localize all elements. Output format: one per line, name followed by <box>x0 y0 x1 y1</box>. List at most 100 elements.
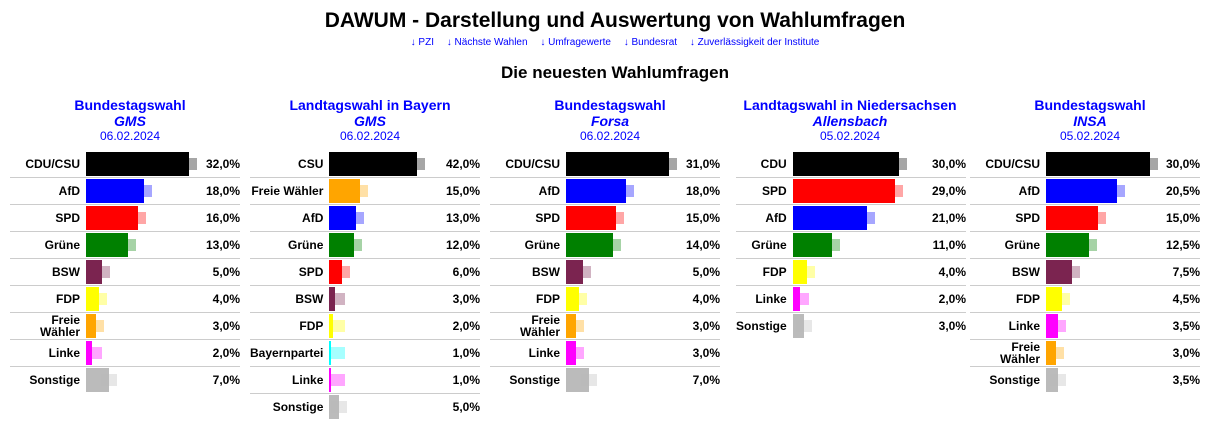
poll-institute[interactable]: INSA <box>1073 113 1107 129</box>
poll-election-title[interactable]: Bundestagswahl <box>74 97 186 113</box>
poll-row: Linke 2,0% <box>736 285 966 313</box>
party-value: 14,0% <box>677 231 720 259</box>
party-bar <box>329 179 361 203</box>
party-value: 15,0% <box>425 177 480 205</box>
poll-institute[interactable]: Allensbach <box>812 113 888 129</box>
party-value: 42,0% <box>425 151 480 178</box>
party-label: SPD <box>250 258 330 286</box>
previous-poll-marker <box>1109 185 1125 197</box>
previous-poll-marker <box>798 266 815 278</box>
previous-poll-marker <box>886 185 903 197</box>
party-value: 5,0% <box>197 258 240 286</box>
poll-date: 06.02.2024 <box>99 129 161 143</box>
poll-election-title[interactable]: Landtagswahl in Bayern <box>289 97 451 113</box>
poll-row: BSW 3,0% <box>250 285 480 313</box>
party-bar <box>566 287 579 311</box>
party-bar <box>86 314 96 338</box>
party-value: 13,0% <box>197 231 240 259</box>
party-value: 12,5% <box>1158 231 1200 259</box>
nav-link-naechste-wahlen[interactable]: ↓ Nächste Wahlen <box>446 37 528 48</box>
previous-poll-marker <box>329 374 346 386</box>
party-bar <box>329 395 340 419</box>
party-label: BSW <box>970 258 1046 286</box>
nav-link-zuverlaessigkeit[interactable]: ↓ Zuverlässigkeit der Institute <box>689 37 820 48</box>
poll-institute[interactable]: GMS <box>354 113 386 129</box>
party-value: 3,5% <box>1172 373 1200 387</box>
party-label: SPD <box>10 204 86 232</box>
party-label: FDP <box>490 285 566 313</box>
poll-row: FDP 4,0% <box>10 285 240 313</box>
poll-election-title[interactable]: Bundestagswahl <box>554 97 666 113</box>
poll-panels: Bundestagswahl GMS 06.02.2024 CDU/CSU 32… <box>10 97 1210 420</box>
party-bar <box>329 260 343 284</box>
party-bar <box>329 206 357 230</box>
party-value: 3,0% <box>677 312 720 340</box>
party-value: 3,5% <box>1158 312 1200 340</box>
previous-poll-marker <box>1054 293 1070 305</box>
previous-poll-marker <box>88 320 104 332</box>
party-value: 3,0% <box>677 339 720 367</box>
nav-link-bundesrat[interactable]: ↓ Bundesrat <box>623 37 678 48</box>
previous-poll-marker <box>130 212 146 224</box>
poll-institute[interactable]: Forsa <box>590 113 630 129</box>
party-value: 4,0% <box>906 258 966 286</box>
party-value: 4,5% <box>1158 285 1200 313</box>
party-label: AfD <box>10 177 86 205</box>
poll-panel: Bundestagswahl INSA 05.02.2024 CDU/CSU 3… <box>970 97 1210 420</box>
poll-panel: Bundestagswahl Forsa 06.02.2024 CDU/CSU … <box>490 97 730 420</box>
party-value: 7,5% <box>1158 258 1200 286</box>
poll-row: AfD 18,0% <box>10 177 240 205</box>
poll-row: Linke 3,0% <box>490 339 720 367</box>
party-bar <box>86 206 138 230</box>
party-label: Sonstige <box>509 373 560 387</box>
party-label: AfD <box>490 177 566 205</box>
party-label: CDU/CSU <box>10 151 86 178</box>
party-label: Sonstige <box>272 400 324 414</box>
previous-poll-marker <box>858 212 875 224</box>
party-label: Grüne <box>490 231 566 259</box>
party-bar <box>1046 233 1089 257</box>
poll-row: SPD 16,0% <box>10 204 240 232</box>
previous-poll-marker <box>1050 374 1066 386</box>
party-bar <box>566 233 613 257</box>
poll-row: FDP 2,0% <box>250 312 480 340</box>
party-label: Bayernpartei <box>250 339 330 367</box>
party-label: AfD <box>970 177 1046 205</box>
previous-poll-marker <box>1142 158 1158 170</box>
party-value: 2,0% <box>906 285 966 313</box>
previous-poll-marker <box>86 347 102 359</box>
party-value: 5,0% <box>452 400 480 414</box>
poll-row: Sonstige 7,0% <box>10 367 240 394</box>
party-label: BSW <box>250 285 330 313</box>
poll-election-title[interactable]: Bundestagswahl <box>1034 97 1146 113</box>
poll-institute[interactable]: GMS <box>114 113 146 129</box>
party-bar <box>1046 341 1056 365</box>
nav-link-umfragewerte[interactable]: ↓ Umfragewerte <box>540 37 611 48</box>
poll-election-title[interactable]: Landtagswahl in Niedersachsen <box>743 97 957 113</box>
previous-poll-marker <box>568 320 584 332</box>
poll-panel: Landtagswahl in Bayern GMS 06.02.2024 CS… <box>250 97 490 420</box>
party-bar <box>792 314 804 338</box>
previous-poll-marker <box>181 158 197 170</box>
party-value: 4,0% <box>197 285 240 313</box>
party-label: Grüne <box>10 231 86 259</box>
party-value: 1,0% <box>425 366 480 394</box>
party-bar <box>86 233 128 257</box>
party-value: 7,0% <box>212 373 240 387</box>
previous-poll-marker <box>94 266 110 278</box>
party-value: 2,0% <box>197 339 240 367</box>
previous-poll-marker <box>795 320 812 332</box>
party-bar <box>329 314 334 338</box>
previous-poll-marker <box>331 401 348 413</box>
party-bar <box>566 368 589 392</box>
party-bar <box>566 152 669 176</box>
poll-row: Grüne 13,0% <box>10 231 240 259</box>
nav-link-pzi[interactable]: ↓ PZI <box>410 37 434 48</box>
previous-poll-marker <box>605 239 621 251</box>
party-label: Linke <box>970 312 1046 340</box>
party-value: 7,0% <box>692 373 720 387</box>
poll-row: SPD 15,0% <box>970 204 1200 232</box>
previous-poll-marker <box>352 185 369 197</box>
party-value: 31,0% <box>677 151 720 178</box>
party-label: BSW <box>10 258 86 286</box>
